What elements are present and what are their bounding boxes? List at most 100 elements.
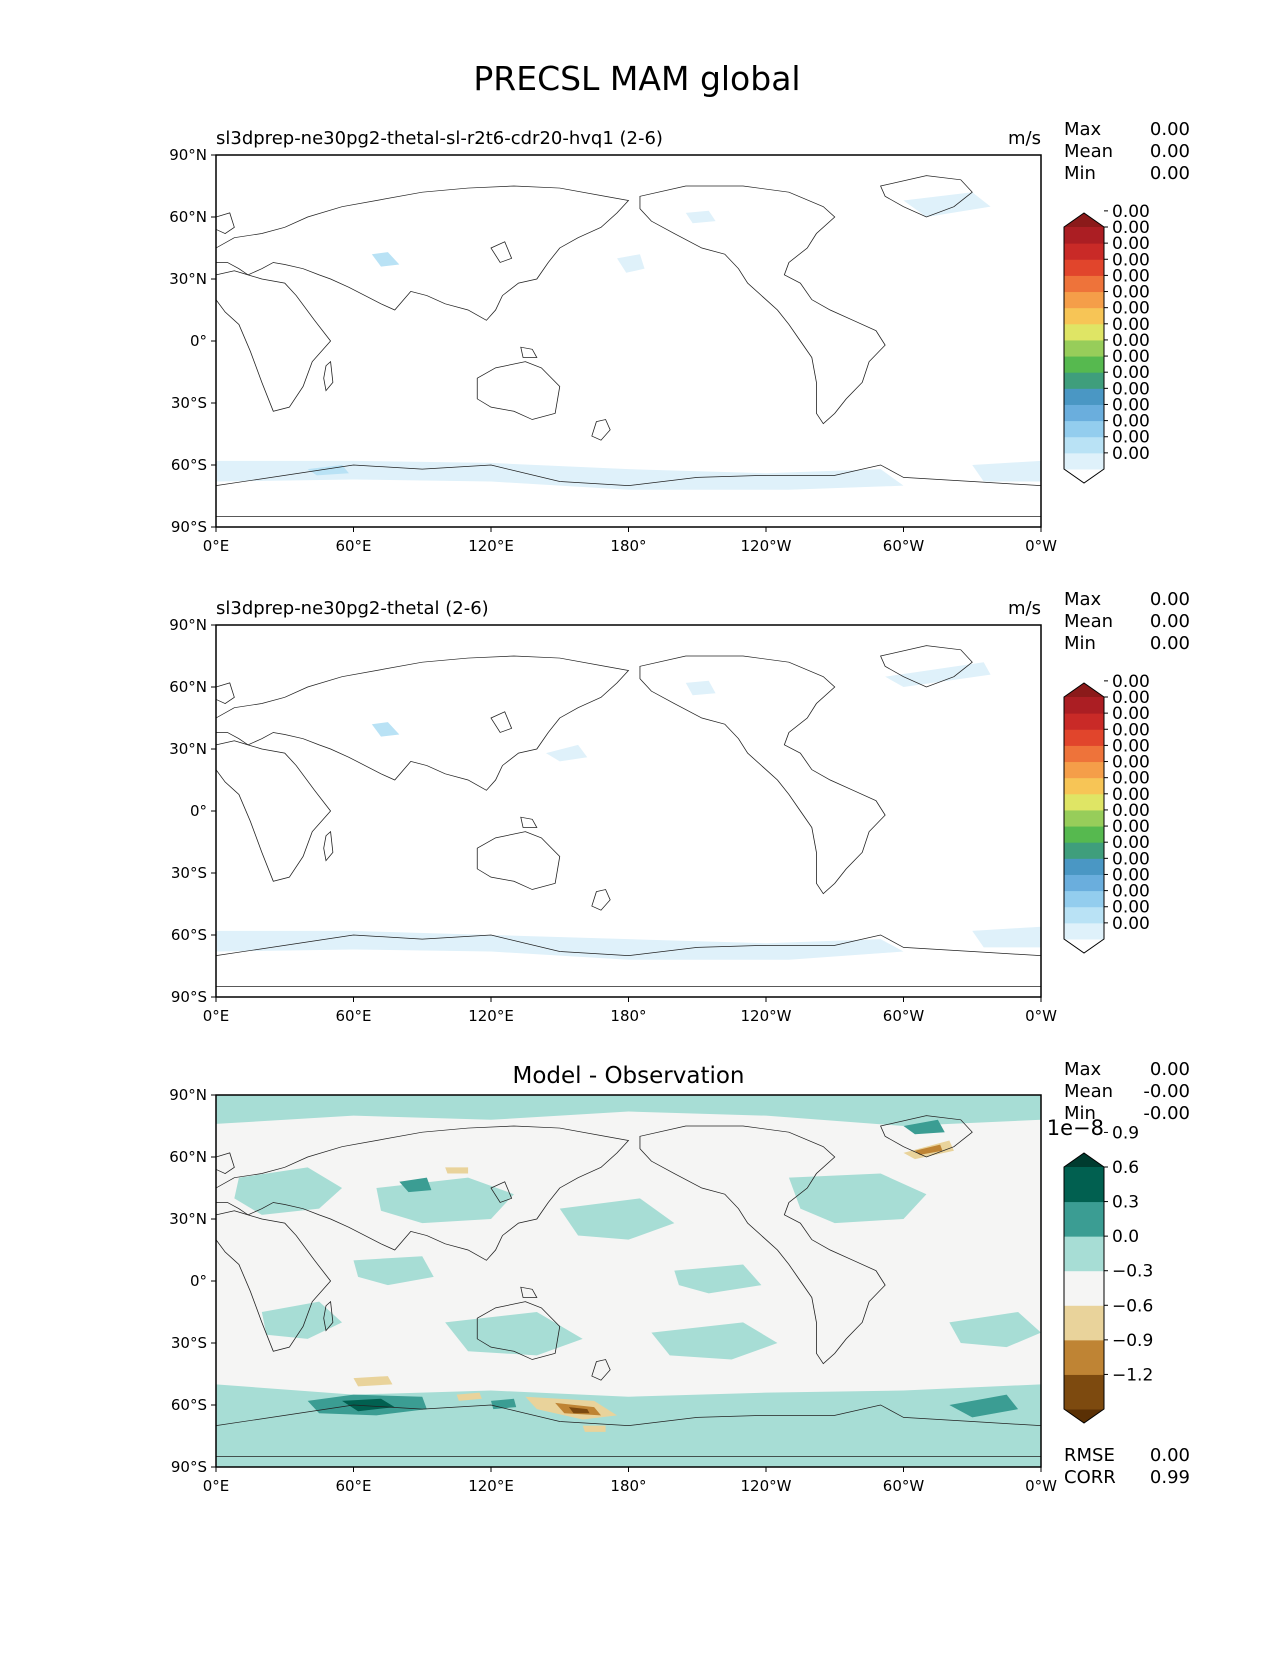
- x-tick-label: 60°W: [883, 1477, 925, 1495]
- x-tick-label: 120°E: [468, 1007, 514, 1025]
- colorbar-tick-label: 0.00: [1112, 218, 1150, 238]
- colorbar-segment: [1064, 452, 1104, 470]
- stat-value: 0.00: [1150, 119, 1190, 140]
- colorbar-tick-label: 0.00: [1112, 331, 1150, 351]
- field-contour: [342, 1398, 395, 1412]
- field-contour: [445, 1312, 583, 1356]
- x-tick-label: 60°W: [883, 537, 925, 555]
- field-contour: [788, 1173, 927, 1224]
- colorbar-segment: [1064, 761, 1104, 779]
- field-contour: [546, 744, 588, 762]
- y-tick-label: 60°N: [169, 1148, 207, 1166]
- colorbar-segment: [1064, 1270, 1104, 1306]
- stat-value: 0.00: [1150, 1059, 1190, 1080]
- field-contour: [371, 252, 400, 267]
- panel-title: Model - Observation: [512, 1063, 744, 1089]
- colorbar-segment: [1064, 372, 1104, 389]
- field-contour: [371, 722, 400, 737]
- stat-value: 0.00: [1150, 589, 1190, 610]
- colorbar-segment: [1064, 291, 1104, 309]
- colorbar-tick-label: 0.00: [1112, 865, 1150, 885]
- y-tick-label: 0°: [190, 1272, 207, 1290]
- y-tick-label: 30°S: [171, 864, 207, 882]
- colorbar-tick-label: −0.9: [1112, 1331, 1153, 1351]
- y-tick-label: 90°N: [169, 616, 207, 634]
- y-tick-label: 90°S: [171, 988, 207, 1006]
- field-contour: [568, 1407, 590, 1414]
- colorbar-segment: [1064, 339, 1104, 357]
- colorbar-tick-label: 0.00: [1112, 672, 1150, 692]
- colorbar-outline: [1063, 212, 1105, 484]
- x-tick-label: 0°E: [203, 1007, 230, 1025]
- y-tick-label: 30°S: [171, 394, 207, 412]
- colorbar-segment: [1064, 388, 1104, 405]
- colorbar-tick-label: 0.00: [1112, 250, 1150, 270]
- stat-value: 0.00: [1150, 141, 1190, 162]
- colorbar-tick-label: 0.00: [1112, 833, 1150, 853]
- field-contour: [261, 1301, 343, 1339]
- colorbar-tick-label: 0.00: [1112, 395, 1150, 415]
- field-contour: [399, 1177, 432, 1193]
- y-tick-label: 30°N: [169, 1210, 207, 1228]
- x-tick-label: 0°E: [203, 537, 230, 555]
- y-tick-label: 0°: [190, 332, 207, 350]
- colorbar-tick-label: 0.0: [1112, 1227, 1139, 1247]
- stat-value: 0.00: [1150, 163, 1190, 184]
- colorbar-segment: [1064, 858, 1104, 875]
- colorbar-tick-label: −1.2: [1112, 1365, 1153, 1385]
- colorbar-segment: [1064, 1236, 1104, 1272]
- colorbar-tick-label: 0.00: [1112, 801, 1150, 821]
- panel-title: sl3dprep-ne30pg2-thetal-sl-r2t6-cdr20-hv…: [216, 128, 663, 149]
- field-contour: [617, 254, 645, 273]
- map-panel-1: 0°E 60°E 120°E 180° 120°W 60°W 0°W 90°N 60°N 30°N…: [169, 589, 1190, 1025]
- stat-label: CORR: [1064, 1467, 1116, 1488]
- y-tick-label: 0°: [190, 802, 207, 820]
- map-field: [216, 644, 1041, 988]
- colorbar-segment: [1064, 1201, 1104, 1237]
- colorbar-outline: [1063, 682, 1105, 954]
- colorbar-outline: [1063, 1152, 1105, 1424]
- colorbar-segment: [1064, 1305, 1104, 1341]
- x-tick-label: 120°W: [741, 1007, 792, 1025]
- colorbar-segment: [1064, 842, 1104, 859]
- x-tick-label: 0°W: [1025, 1007, 1057, 1025]
- colorbar-segment: [1064, 243, 1104, 260]
- colorbar-tick-label: 0.00: [1112, 882, 1150, 902]
- field-contour: [674, 1264, 762, 1294]
- colorbar-segment: [1064, 1374, 1104, 1410]
- colorbar-tick-label: 0.00: [1112, 202, 1150, 222]
- colorbar-tick-label: 0.00: [1112, 444, 1150, 464]
- colorbar-tick-label: 0.00: [1112, 283, 1150, 303]
- colorbar-multiplier: 1e−8: [1047, 1116, 1104, 1140]
- colorbar-tick-label: 0.00: [1112, 299, 1150, 319]
- field-contour: [216, 460, 904, 490]
- field-contour: [559, 1198, 675, 1240]
- y-tick-label: 90°S: [171, 1458, 207, 1476]
- colorbar-tick-label: 0.00: [1112, 347, 1150, 367]
- field-contour: [972, 460, 1041, 482]
- y-tick-label: 60°S: [171, 456, 207, 474]
- stat-value: 0.00: [1150, 1445, 1190, 1466]
- figure-title: PRECSL MAM global: [473, 59, 800, 98]
- field-contour: [216, 1095, 1041, 1126]
- colorbar-segment: [1064, 874, 1104, 892]
- panel-title: sl3dprep-ne30pg2-thetal (2-6): [216, 598, 489, 619]
- colorbar-segment: [1064, 890, 1104, 908]
- y-tick-label: 60°N: [169, 208, 207, 226]
- colorbar-segment: [1064, 809, 1104, 827]
- colorbar-tick-label: 0.00: [1112, 769, 1150, 789]
- colorbar-extend-high: [1064, 213, 1104, 227]
- x-tick-label: 120°E: [468, 1477, 514, 1495]
- colorbar-tick-label: −0.3: [1112, 1262, 1153, 1282]
- colorbar-segment: [1064, 777, 1104, 795]
- colorbar-segment: [1064, 906, 1104, 924]
- colorbar-segment: [1064, 323, 1104, 341]
- colorbar-tick-label: 0.00: [1112, 266, 1150, 286]
- colorbar-1: 0.000.000.000.000.000.000.000.000.000.00…: [1063, 672, 1150, 954]
- y-tick-label: 30°N: [169, 740, 207, 758]
- y-tick-label: 60°S: [171, 1396, 207, 1414]
- x-tick-label: 120°E: [468, 537, 514, 555]
- field-contour: [216, 930, 904, 960]
- colorbar-tick-label: 0.00: [1112, 736, 1150, 756]
